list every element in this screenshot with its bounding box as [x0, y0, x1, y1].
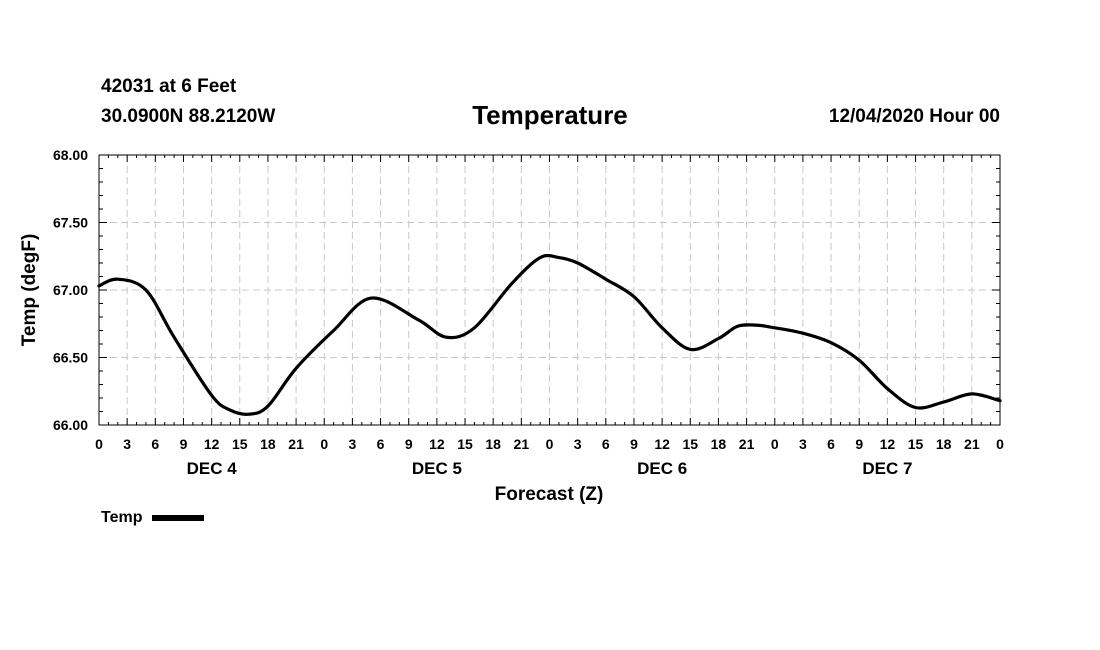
- x-tick-label: 6: [377, 436, 385, 452]
- x-tick-label: 0: [546, 436, 554, 452]
- y-tick-label: 66.50: [53, 350, 88, 366]
- day-label: DEC 7: [862, 459, 912, 478]
- legend: Temp: [101, 509, 205, 527]
- y-tick-label: 68.00: [53, 147, 88, 163]
- x-tick-label: 0: [95, 436, 103, 452]
- x-tick-label: 18: [260, 436, 276, 452]
- y-tick-label: 67.00: [53, 282, 88, 298]
- x-tick-label: 18: [936, 436, 952, 452]
- axis-labels: 0 3 6 9 12 15 18 21 0 3 6 9 12 15 18 21 0 3 6 9 12 15 18 21 0 3 6 9…: [53, 147, 1004, 478]
- x-tick-label: 3: [349, 436, 357, 452]
- x-tick-label: 12: [429, 436, 445, 452]
- x-tick-label: 21: [739, 436, 755, 452]
- x-tick-label: 6: [827, 436, 835, 452]
- x-tick-label: 3: [123, 436, 131, 452]
- day-label: DEC 4: [187, 459, 238, 478]
- legend-line-swatch: [152, 515, 205, 521]
- x-tick-label: 18: [711, 436, 727, 452]
- x-tick-label: 15: [682, 436, 698, 452]
- x-tick-label: 18: [485, 436, 501, 452]
- legend-label: Temp: [101, 509, 143, 526]
- x-tick-label: 9: [180, 436, 188, 452]
- x-tick-label: 0: [996, 436, 1004, 452]
- x-tick-label: 6: [602, 436, 610, 452]
- x-tick-label: 12: [204, 436, 220, 452]
- x-tick-label: 6: [151, 436, 159, 452]
- coordinates-label: 30.0900N 88.2120W: [101, 106, 276, 127]
- axis-ticks: [98, 154, 1001, 426]
- day-label: DEC 6: [637, 459, 687, 478]
- x-tick-label: 9: [630, 436, 638, 452]
- station-label: 42031 at 6 Feet: [101, 76, 237, 97]
- x-tick-label: 9: [855, 436, 863, 452]
- y-axis-title: Temp (degF): [19, 234, 40, 347]
- y-tick-label: 66.00: [53, 417, 88, 433]
- x-tick-label: 12: [654, 436, 670, 452]
- forecast-cycle-label: 12/04/2020 Hour 00: [828, 106, 1000, 127]
- x-tick-label: 0: [771, 436, 779, 452]
- x-tick-label: 0: [320, 436, 328, 452]
- grid-lines: [99, 155, 1000, 425]
- x-tick-label: 21: [964, 436, 980, 452]
- x-tick-label: 15: [908, 436, 924, 452]
- y-tick-label: 67.50: [53, 215, 88, 231]
- x-tick-label: 3: [574, 436, 582, 452]
- x-tick-label: 9: [405, 436, 413, 452]
- temperature-series-line: [97, 253, 1002, 416]
- x-tick-label: 3: [799, 436, 807, 452]
- x-tick-label: 21: [514, 436, 530, 452]
- x-tick-label: 15: [232, 436, 248, 452]
- day-label: DEC 5: [412, 459, 462, 478]
- x-tick-label: 12: [880, 436, 896, 452]
- x-tick-label: 15: [457, 436, 473, 452]
- chart-title: Temperature: [472, 100, 628, 130]
- x-tick-label: 21: [288, 436, 304, 452]
- x-axis-title: Forecast (Z): [495, 484, 604, 505]
